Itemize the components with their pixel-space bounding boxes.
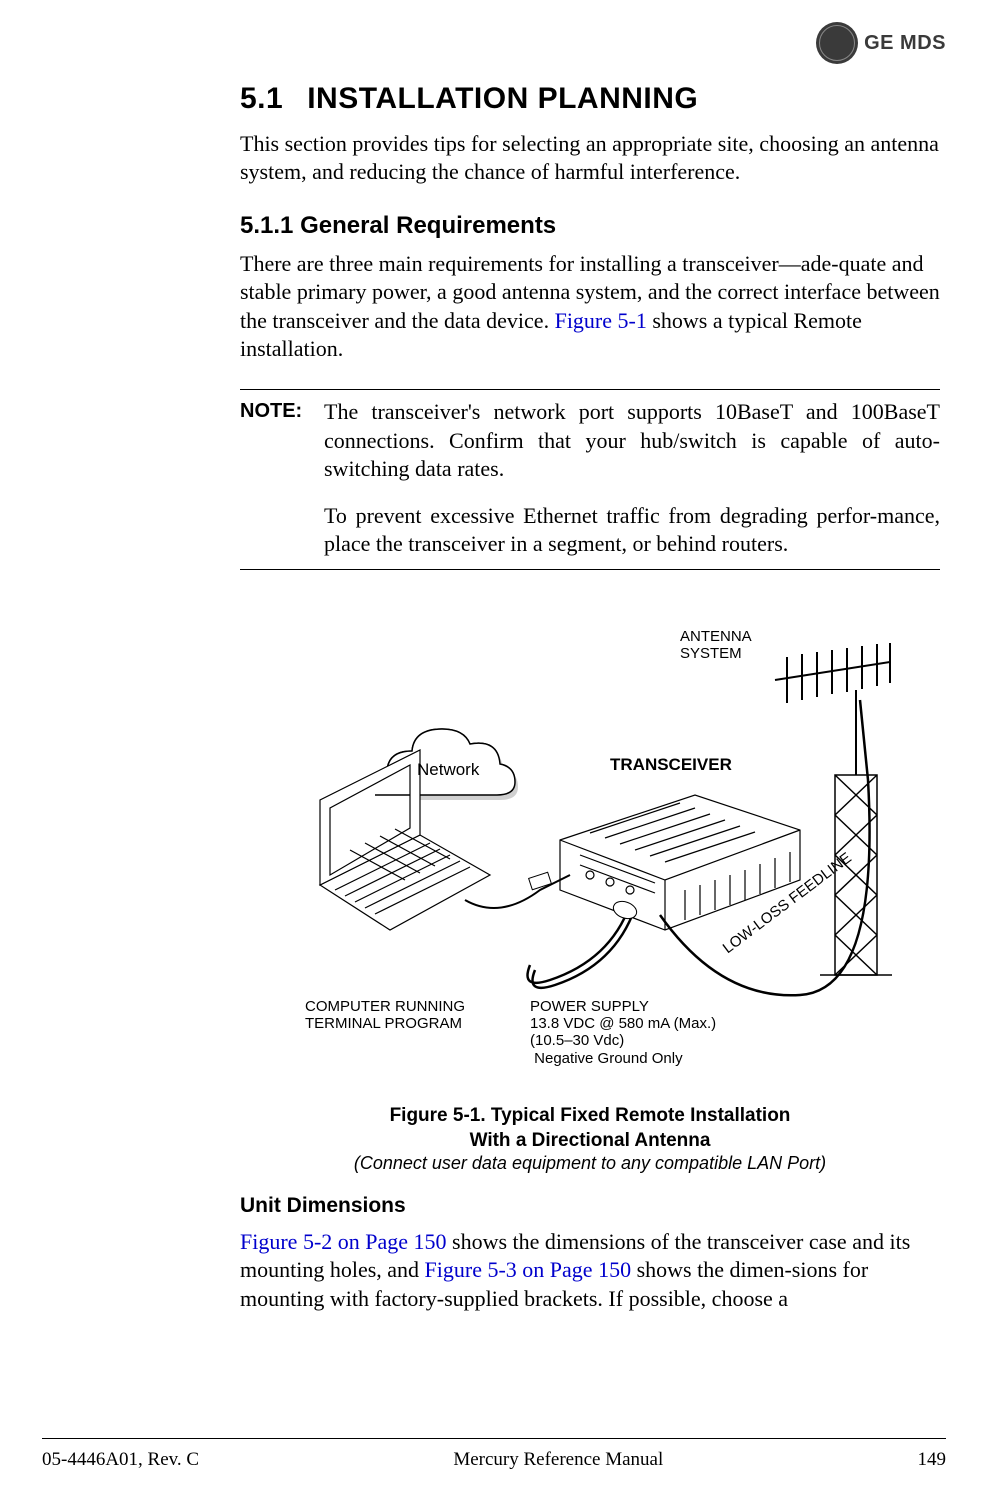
footer-left: 05-4446A01, Rev. C — [42, 1449, 199, 1471]
figure-caption: Figure 5-1. Typical Fixed Remote Install… — [240, 1104, 940, 1153]
page-content: 5.1 INSTALLATION PLANNING This section pr… — [240, 82, 940, 1313]
page-footer: 05-4446A01, Rev. C Mercury Reference Man… — [42, 1438, 946, 1471]
section-number: 5.1 — [240, 82, 283, 116]
note-label: NOTE: — [240, 398, 324, 484]
figure-caption-line2: With a Directional Antenna — [470, 1130, 711, 1151]
transceiver-label: TRANSCEIVER — [610, 755, 732, 775]
unit-dimensions-title: Unit Dimensions — [240, 1194, 940, 1218]
brand-logo: GE MDS — [816, 22, 946, 64]
figure-link[interactable]: Figure 5-1 — [555, 308, 647, 333]
footer-center: Mercury Reference Manual — [453, 1449, 663, 1471]
figure-link-5-3[interactable]: Figure 5-3 on Page 150 — [425, 1257, 632, 1282]
subsection-body: There are three main requirements for in… — [240, 250, 940, 363]
figure-link-5-2[interactable]: Figure 5-2 on Page 150 — [240, 1229, 447, 1254]
note-block: NOTE: The transceiver's network port sup… — [240, 389, 940, 570]
figure-caption-line1: Figure 5-1. Typical Fixed Remote Install… — [390, 1105, 791, 1126]
unit-dimensions-body: Figure 5-2 on Page 150 shows the dimensi… — [240, 1228, 940, 1312]
ge-monogram-icon — [816, 22, 858, 64]
subsection-title-text: General Requirements — [300, 212, 556, 239]
footer-right: 149 — [917, 1449, 946, 1471]
note-row: NOTE: The transceiver's network port sup… — [240, 398, 940, 484]
subsection-number: 5.1.1 — [240, 212, 293, 239]
brand-text: GE MDS — [864, 32, 946, 55]
network-label: Network — [417, 760, 479, 780]
section-title: 5.1 INSTALLATION PLANNING — [240, 82, 940, 116]
note-body-1: The transceiver's network port supports … — [324, 398, 940, 484]
power-label: POWER SUPPLY 13.8 VDC @ 580 mA (Max.) (1… — [530, 998, 716, 1067]
section-intro: This section provides tips for selecting… — [240, 130, 940, 186]
section-title-text: INSTALLATION PLANNING — [307, 82, 698, 115]
figure-5-1: ANTENNA SYSTEM TRANSCEIVER Network LOW-L… — [240, 600, 940, 1100]
figure-caption-sub: (Connect user data equipment to any comp… — [240, 1153, 940, 1174]
note-body-2: To prevent excessive Ethernet traffic fr… — [324, 502, 940, 559]
subsection-title: 5.1.1 General Requirements — [240, 212, 940, 240]
antenna-label: ANTENNA SYSTEM — [680, 628, 752, 663]
computer-label: COMPUTER RUNNING TERMINAL PROGRAM — [305, 998, 465, 1033]
